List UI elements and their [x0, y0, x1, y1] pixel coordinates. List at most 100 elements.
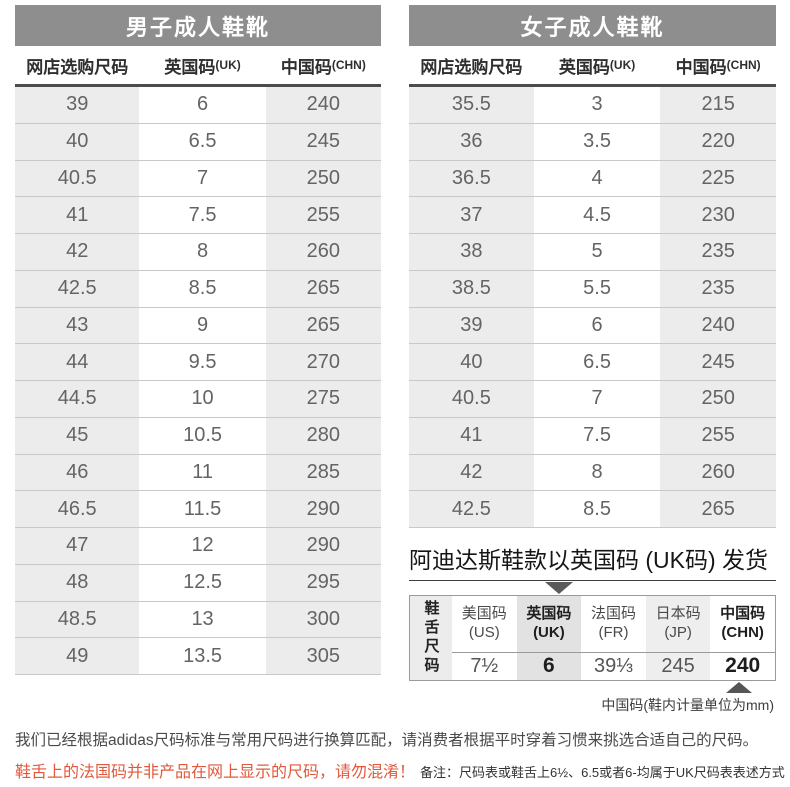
table-cell: 6.5 [533, 344, 661, 380]
column-header: 英国码 (UK) [139, 46, 266, 84]
table-cell: 215 [660, 87, 776, 123]
tongue-column-header: 美国码 (US) [461, 605, 507, 641]
table-row: 44 9.5 270 [15, 344, 381, 381]
table-cell: 255 [265, 197, 381, 233]
table-row: 42 8 260 [15, 234, 381, 271]
table-cell: 305 [265, 638, 381, 674]
table-row: 44.5 10 275 [15, 381, 381, 418]
column-header: 中国码 (CHN) [660, 46, 776, 84]
table-cell: 270 [265, 344, 381, 380]
table-row: 35.5 3 215 [409, 87, 776, 124]
conversion-note: 我们已经根据adidas尺码标准与常用尺码进行换算匹配，请消费者根据平时穿着习惯… [15, 732, 759, 749]
table-row: 41 7.5 255 [15, 197, 381, 234]
table-row: 42 8 260 [409, 454, 776, 492]
table-row: 49 13.5 305 [15, 638, 381, 675]
table-row: 36.5 4 225 [409, 160, 776, 198]
table-row: 41 7.5 255 [409, 417, 776, 455]
table-cell: 220 [660, 123, 776, 160]
table-cell: 10 [139, 381, 266, 417]
table-row: 40 6.5 245 [15, 123, 381, 161]
table-cell: 7 [533, 381, 661, 417]
table-cell: 6 [533, 307, 661, 344]
table-cell: 41 [409, 417, 534, 454]
table-cell: 255 [660, 417, 776, 454]
table-cell: 7.5 [533, 417, 661, 454]
table-cell: 48 [15, 564, 140, 601]
tongue-column-header: 日本码 (JP) [645, 596, 711, 652]
table-cell: 6 [139, 87, 266, 123]
uk-format-note: 备注：尺码表或鞋舌上6½、6.5或者6-均属于UK尺码表表述方式 [420, 765, 785, 781]
table-cell: 8.5 [139, 270, 266, 307]
table-cell: 9.5 [139, 344, 266, 380]
table-row: 40.5 7 250 [409, 381, 776, 418]
table-row: 45 10.5 280 [15, 417, 381, 455]
table-cell: 5.5 [533, 270, 661, 307]
table-cell: 285 [265, 454, 381, 491]
table-row: 43 9 265 [15, 307, 381, 345]
table-cell: 38 [409, 234, 534, 270]
table-row: 39 6 240 [15, 87, 381, 124]
table-cell: 40 [409, 344, 534, 380]
fr-size-warning: 鞋舌上的法国码并非产品在网上显示的尺码，请勿混淆！ [15, 764, 416, 782]
mens-table-body: 39 6 240 40 6.5 245 40.5 7 250 41 7.5 255 42 8 260 42.5… [15, 87, 381, 675]
table-cell: 42.5 [409, 491, 534, 527]
footer-notes: 我们已经根据adidas尺码标准与常用尺码进行换算匹配，请消费者根据平时穿着习惯… [15, 729, 785, 782]
chn-unit-footnote: 中国码(鞋内计量单位为mm) [601, 697, 774, 713]
table-cell: 45 [15, 417, 140, 454]
tongue-table-body: 美国码 (US) 英国码 (UK) 法国码 (FR) 日本码 (JP) 中国码 (CHN) 7½ 6… [452, 596, 775, 680]
table-cell: 38.5 [409, 270, 534, 307]
column-header: 中国码 (CHN) [265, 46, 381, 84]
table-cell: 12.5 [139, 564, 266, 601]
table-cell: 39 [15, 87, 140, 123]
table-cell: 40.5 [409, 381, 534, 417]
womens-table-header-row: 网店选购尺码 英国码 (UK) 中国码 (CHN) [409, 46, 776, 87]
table-cell: 4 [533, 160, 661, 197]
table-cell: 235 [660, 234, 776, 270]
table-cell: 3.5 [533, 123, 661, 160]
womens-column: 女子成人鞋靴 网店选购尺码 英国码 (UK) 中国码 (CHN) 35.5 3 215 36 3… [409, 5, 776, 715]
table-row: 40 6.5 245 [409, 344, 776, 381]
tongue-value-cell: 240 [725, 654, 761, 678]
column-header: 网店选购尺码 [15, 46, 140, 84]
table-cell: 8 [533, 454, 661, 491]
table-cell: 3 [533, 87, 661, 123]
table-cell: 44 [15, 344, 140, 380]
womens-size-table: 女子成人鞋靴 网店选购尺码 英国码 (UK) 中国码 (CHN) 35.5 3 215 36 3… [409, 5, 776, 528]
table-cell: 225 [660, 160, 776, 197]
table-cell: 49 [15, 638, 140, 674]
table-row: 42.5 8.5 265 [15, 270, 381, 308]
table-cell: 46 [15, 454, 140, 491]
tongue-value-cell: 7½ [470, 655, 499, 677]
table-cell: 42.5 [15, 270, 140, 307]
table-cell: 5 [533, 234, 661, 270]
table-cell: 290 [265, 491, 381, 527]
table-row: 48.5 13 300 [15, 601, 381, 639]
table-cell: 13.5 [139, 638, 266, 674]
table-cell: 40.5 [15, 160, 140, 197]
table-cell: 9 [139, 307, 266, 344]
table-cell: 11 [139, 454, 266, 491]
table-cell: 48.5 [15, 601, 140, 638]
table-row: 40.5 7 250 [15, 160, 381, 198]
table-cell: 39 [409, 307, 534, 344]
table-cell: 7 [139, 160, 266, 197]
tongue-value-cell: 39⅓ [594, 655, 633, 677]
table-cell: 8 [139, 234, 266, 270]
tongue-size-table: 鞋舌尺码 美国码 (US) 英国码 (UK) 法国码 (FR) 日本码 (JP) 中国码 (CHN… [409, 595, 776, 681]
table-cell: 11.5 [139, 491, 266, 527]
womens-table-body: 35.5 3 215 36 3.5 220 36.5 4 225 37 4.5 230 38 5 235 38… [409, 87, 776, 528]
table-cell: 8.5 [533, 491, 661, 527]
mens-column: 男子成人鞋靴 网店选购尺码 英国码 (UK) 中国码 (CHN) 39 6 240 40 6.5… [15, 5, 381, 715]
column-header: 英国码 (UK) [533, 46, 661, 84]
table-cell: 41 [15, 197, 140, 233]
table-cell: 6.5 [139, 123, 266, 160]
mens-table-header-row: 网店选购尺码 英国码 (UK) 中国码 (CHN) [15, 46, 381, 87]
tongue-column-header: 英国码 (UK) [516, 596, 582, 652]
mens-table-title: 男子成人鞋靴 [15, 5, 381, 46]
table-cell: 295 [265, 564, 381, 601]
tongue-table-value-row: 7½ 6 39⅓ 245 240 [452, 653, 775, 680]
table-row: 47 12 290 [15, 528, 381, 565]
table-cell: 43 [15, 307, 140, 344]
table-cell: 42 [15, 234, 140, 270]
